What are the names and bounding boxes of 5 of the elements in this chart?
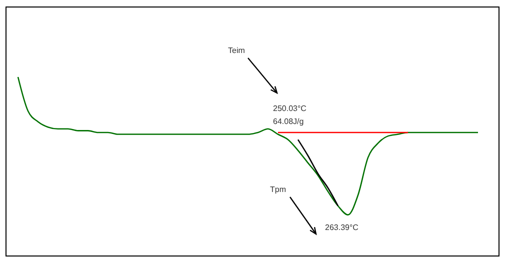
annotation: 250.03°C [273,104,307,113]
annotation: 64.08J/g [273,117,304,126]
text: Teim [228,46,246,55]
annotation: 263.39°C [325,223,359,232]
annotation: Tpm [270,185,286,194]
